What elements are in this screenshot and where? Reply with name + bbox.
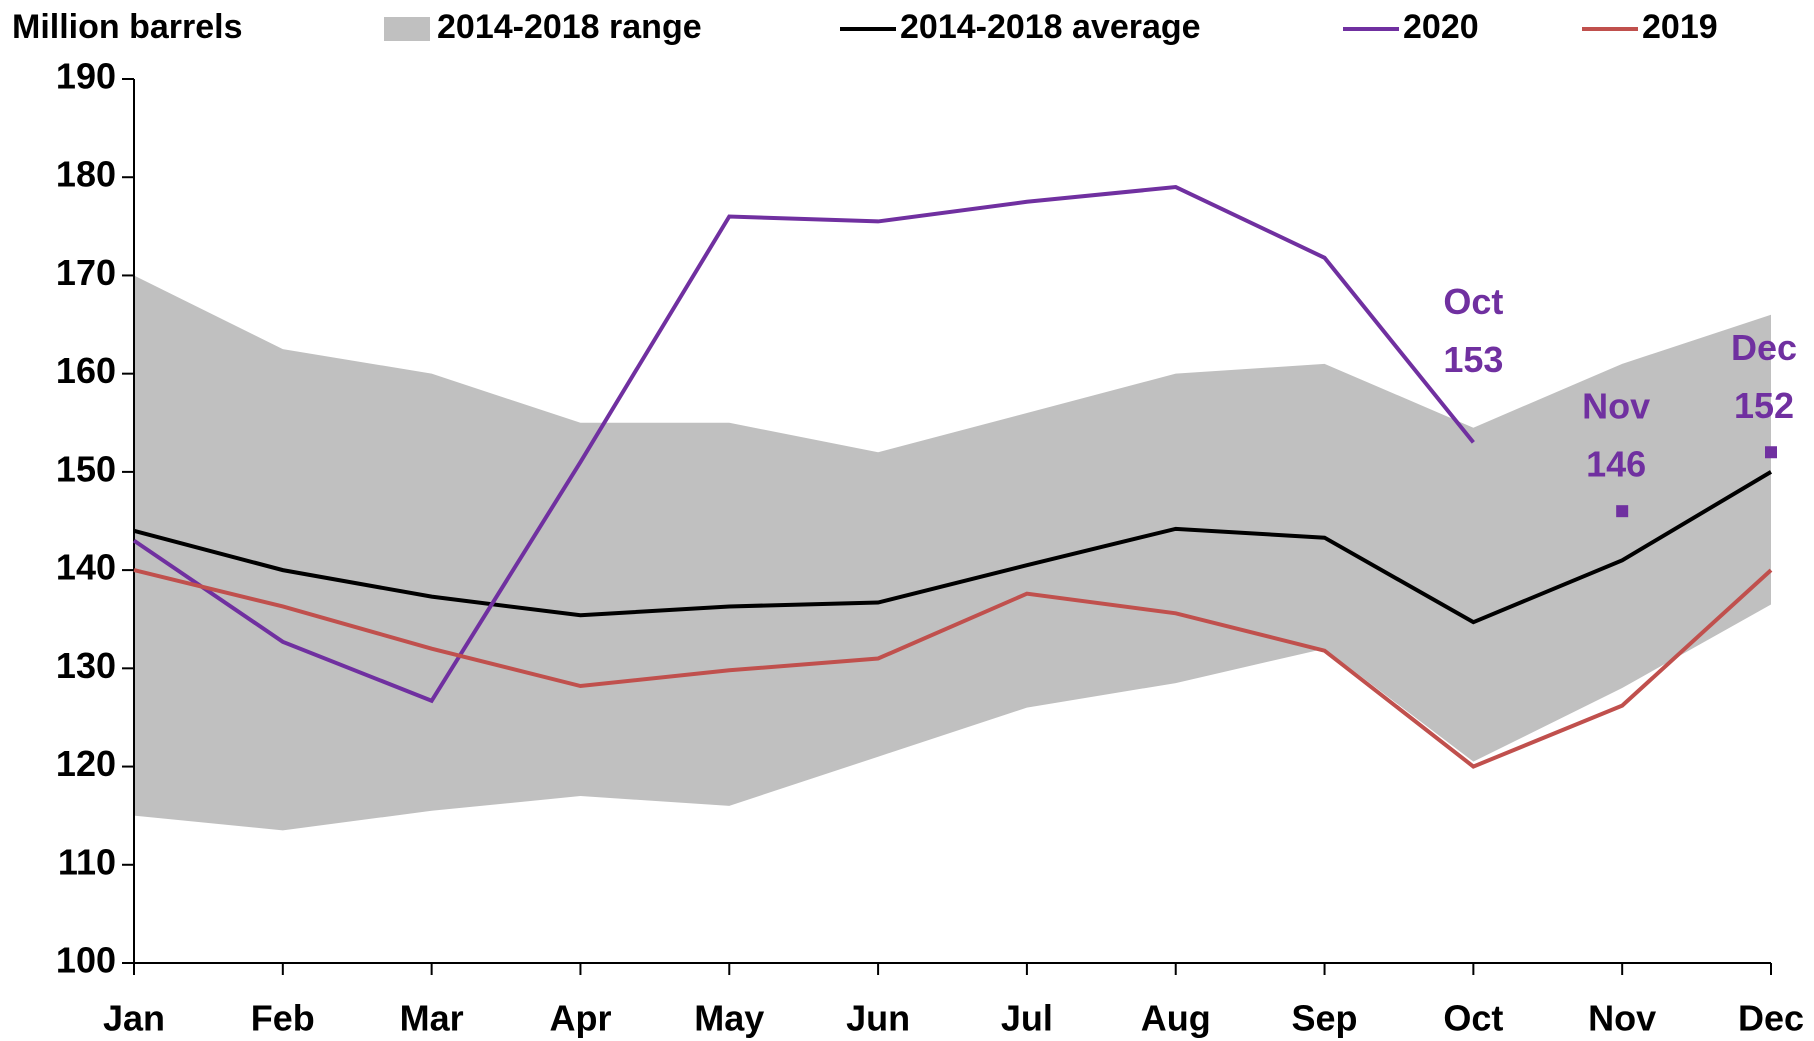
annotation-month: Oct	[1443, 281, 1503, 322]
y-tick-label: 140	[56, 547, 116, 588]
legend-label: 2014-2018 range	[437, 8, 702, 46]
y-tick-label: 190	[56, 56, 116, 97]
y-tick-label: 160	[56, 350, 116, 391]
y-tick-label: 110	[58, 841, 116, 882]
range-band	[134, 275, 1771, 831]
series-line	[133, 470, 1773, 625]
y-tick-label: 170	[56, 252, 116, 293]
y-tick-label: 120	[56, 743, 116, 784]
point-marker	[1616, 505, 1629, 518]
annotation-value: 152	[1734, 385, 1794, 426]
legend-label: 2019	[1642, 8, 1718, 46]
annotation-value: 153	[1443, 339, 1503, 380]
annotation-month: Nov	[1582, 386, 1650, 427]
annotation-month: Dec	[1731, 327, 1797, 368]
y-tick-label: 130	[56, 645, 116, 686]
y-axis-label: Million barrels	[12, 8, 243, 46]
x-tick-label: Sep	[1292, 998, 1358, 1039]
x-tick-label: Jul	[1001, 998, 1053, 1039]
x-tick-label: Apr	[549, 998, 611, 1039]
legend-label: 2014-2018 average	[900, 8, 1201, 46]
legend-swatch	[384, 17, 430, 41]
y-tick-label: 100	[56, 940, 116, 981]
point-marker	[1765, 446, 1777, 459]
legend-label: 2020	[1403, 8, 1479, 46]
x-tick-label: Aug	[1141, 998, 1211, 1039]
x-tick-label: Oct	[1443, 998, 1503, 1039]
x-tick-label: Mar	[400, 998, 464, 1039]
annotation-value: 146	[1586, 444, 1646, 485]
x-tick-label: Nov	[1588, 998, 1656, 1039]
x-tick-label: Jun	[846, 998, 910, 1039]
x-tick-label: May	[694, 998, 764, 1039]
series-line	[133, 568, 1773, 769]
y-tick-label: 150	[56, 448, 116, 489]
series-line	[132, 184, 1475, 704]
x-tick-label: Feb	[251, 998, 315, 1039]
x-tick-label: Jan	[103, 998, 165, 1039]
y-tick-label: 180	[56, 154, 116, 195]
x-tick-label: Dec	[1738, 998, 1804, 1039]
